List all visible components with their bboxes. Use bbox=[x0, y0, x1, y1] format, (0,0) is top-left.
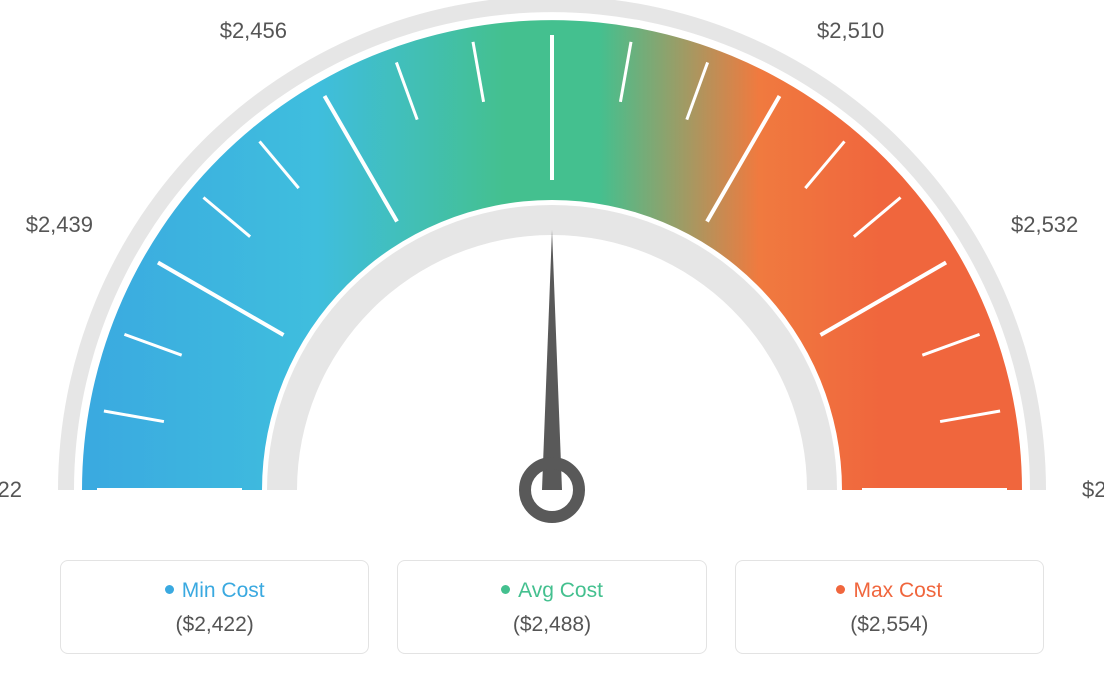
legend-card-value: ($2,554) bbox=[746, 613, 1033, 637]
legend-card-title: Max Cost bbox=[746, 579, 1033, 603]
tick-label: $2,422 bbox=[0, 477, 22, 503]
gauge-needle bbox=[542, 230, 562, 490]
legend-dot-icon bbox=[836, 585, 845, 594]
legend-card-value: ($2,488) bbox=[408, 613, 695, 637]
tick-label: $2,554 bbox=[1082, 477, 1104, 503]
gauge-svg bbox=[52, 0, 1052, 560]
gauge-chart-container: $2,422$2,439$2,456$2,488$2,510$2,532$2,5… bbox=[0, 0, 1104, 690]
legend-title-text: Max Cost bbox=[853, 579, 942, 602]
legend-card: Avg Cost ($2,488) bbox=[397, 560, 706, 654]
legend-card: Min Cost ($2,422) bbox=[60, 560, 369, 654]
legend-card: Max Cost ($2,554) bbox=[735, 560, 1044, 654]
legend-title-text: Min Cost bbox=[182, 579, 265, 602]
legend-card-title: Avg Cost bbox=[408, 579, 695, 603]
tick-label: $2,532 bbox=[1011, 212, 1078, 238]
legend-title-text: Avg Cost bbox=[518, 579, 603, 602]
tick-label: $2,456 bbox=[220, 18, 287, 44]
tick-label: $2,510 bbox=[817, 18, 884, 44]
legend-dot-icon bbox=[501, 585, 510, 594]
legend-dot-icon bbox=[165, 585, 174, 594]
tick-label: $2,439 bbox=[26, 212, 93, 238]
legend-card-value: ($2,422) bbox=[71, 613, 358, 637]
legend-card-title: Min Cost bbox=[71, 579, 358, 603]
gauge-area: $2,422$2,439$2,456$2,488$2,510$2,532$2,5… bbox=[0, 0, 1104, 560]
legend-row: Min Cost ($2,422) Avg Cost ($2,488) Max Cost… bbox=[60, 560, 1044, 654]
